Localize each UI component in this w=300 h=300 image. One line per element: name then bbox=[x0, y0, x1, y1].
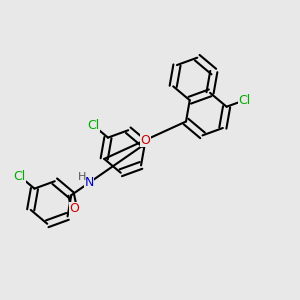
Text: Cl: Cl bbox=[239, 94, 251, 106]
Text: Cl: Cl bbox=[14, 169, 26, 183]
Text: O: O bbox=[69, 202, 79, 215]
Text: H: H bbox=[78, 172, 87, 182]
Text: Cl: Cl bbox=[87, 118, 99, 132]
Text: O: O bbox=[140, 134, 150, 147]
Text: N: N bbox=[84, 176, 94, 189]
